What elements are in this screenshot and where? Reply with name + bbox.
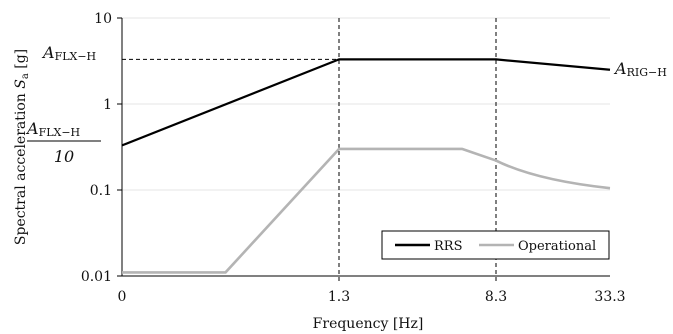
x-tick-label-3: 33.3 (594, 289, 625, 305)
legend-label-rrs: RRS (434, 239, 462, 254)
x-axis-title: Frequency [Hz] (313, 316, 424, 332)
legend-label-operational: Operational (518, 239, 596, 254)
annotation-a-flx-h: AFLX−H (41, 43, 96, 63)
series-line-rrs (121, 58, 611, 147)
y-tick-label-2: 1 (103, 97, 112, 113)
svg-text:AFLX−H: AFLX−H (25, 119, 80, 139)
annotation-a-rig-h: ARIG−H (613, 59, 667, 79)
svg-text:10: 10 (54, 147, 74, 166)
y-tick-label-0: 0.01 (81, 269, 112, 285)
y-ticks: 0.01 0.1 1 10 (81, 11, 122, 285)
y-tick-label-3: 10 (94, 11, 112, 27)
y-axis-title: Spectral acceleration Sa [g] (13, 49, 31, 245)
series-group (121, 58, 611, 274)
series-line-operational (122, 147, 611, 274)
reference-lines (122, 18, 497, 284)
x-tick-label-0: 0 (118, 289, 127, 305)
x-tick-label-2: 8.3 (485, 289, 507, 305)
x-tick-label-1: 1.3 (328, 289, 350, 305)
y-tick-label-1: 0.1 (90, 183, 112, 199)
annotation-a-flx-h-over-10: AFLX−H 10 (25, 119, 101, 166)
x-ticks: 0 1.3 8.3 33.3 (118, 289, 626, 305)
legend: RRS Operational (381, 230, 610, 260)
